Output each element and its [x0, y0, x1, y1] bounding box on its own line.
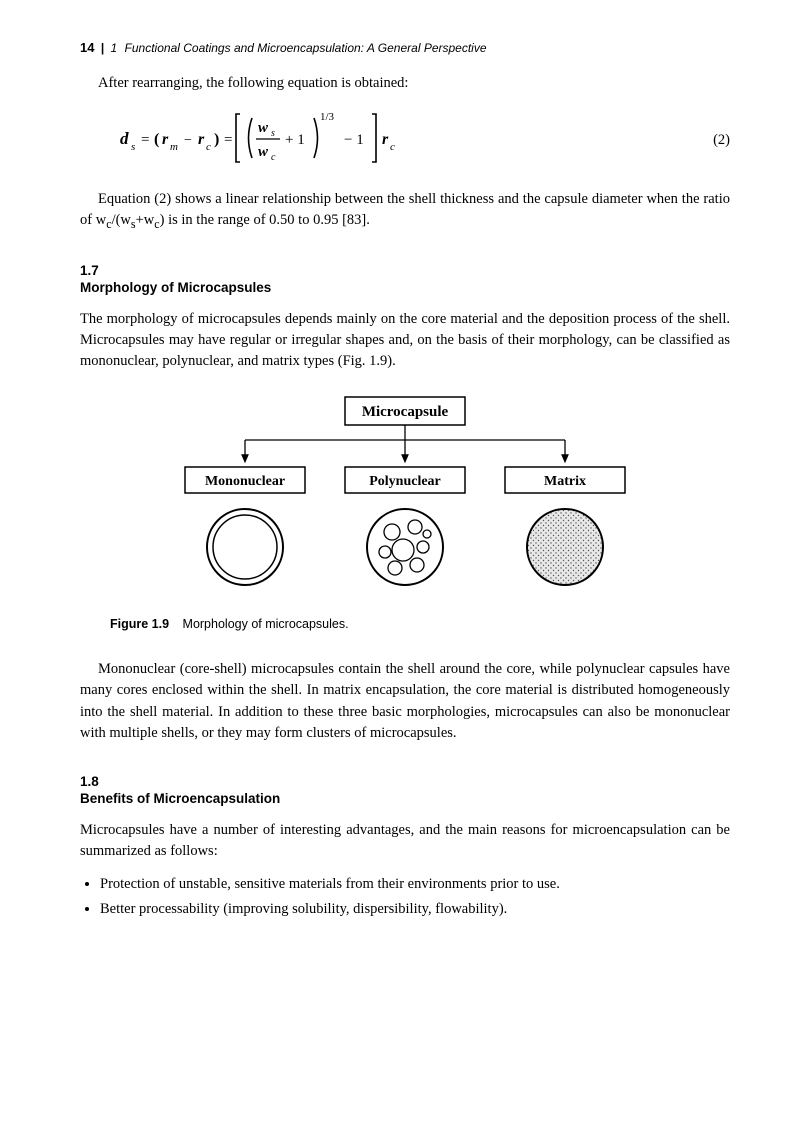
section-1-7-paragraph: The morphology of microcapsules depends …	[80, 309, 730, 372]
list-item: Protection of unstable, sensitive materi…	[100, 874, 730, 896]
eq-r2: r	[198, 131, 205, 148]
eq-r1-sub: m	[170, 141, 178, 153]
equation-number: (2)	[713, 132, 730, 149]
section-1-8-paragraph: Microcapsules have a number of interesti…	[80, 820, 730, 862]
paren-right	[314, 118, 318, 158]
eq-rhs-r: r	[382, 131, 389, 148]
section-number: 1.8	[80, 774, 730, 789]
eq-open: (	[154, 131, 159, 148]
poly-core	[417, 541, 429, 553]
poly-core	[388, 561, 402, 575]
eq-d-sub: s	[131, 141, 135, 153]
eq-minus: −	[184, 133, 192, 148]
chapter-title: Functional Coatings and Microencapsulati…	[125, 41, 487, 55]
eq-frac-bot: w	[258, 144, 269, 160]
label-3: Matrix	[544, 474, 586, 489]
chapter-ref: 1	[111, 41, 118, 55]
poly-core	[379, 546, 391, 558]
eq-frac-top-sub: s	[271, 128, 275, 139]
running-header: 14 | 1 Functional Coatings and Microenca…	[80, 40, 730, 55]
eq-rhs-r-sub: c	[390, 141, 395, 153]
bracket-left	[236, 114, 240, 162]
poly-outer	[367, 509, 443, 585]
eq-explain-paragraph: Equation (2) shows a linear relationship…	[80, 189, 730, 233]
header-divider: |	[101, 41, 104, 55]
figure-label: Figure 1.9	[110, 617, 169, 631]
figure-caption: Figure 1.9 Morphology of microcapsules.	[80, 617, 730, 631]
eq-frac-top: w	[258, 120, 269, 136]
poly-core	[410, 558, 424, 572]
section-1-8-header: 1.8 Benefits of Microencapsulation	[80, 774, 730, 806]
eq-close: )	[214, 131, 219, 148]
eq-minus1: − 1	[344, 132, 364, 148]
page: 14 | 1 Functional Coatings and Microenca…	[0, 0, 800, 1130]
equation-row: d s = ( r m − r c ) = w s	[80, 106, 730, 175]
eq-exp: 1/3	[320, 111, 335, 123]
eq-eq1: =	[141, 132, 149, 148]
page-number: 14	[80, 40, 94, 55]
section-1-7-header: 1.7 Morphology of Microcapsules	[80, 263, 730, 295]
eq-r2-sub: c	[206, 141, 211, 153]
equation: d s = ( r m − r c ) = w s	[80, 106, 430, 175]
label-2: Polynuclear	[369, 474, 441, 489]
poly-core	[423, 530, 431, 538]
poly-core	[408, 520, 422, 534]
matrix-circle	[527, 509, 603, 585]
mono-inner	[213, 515, 277, 579]
eq-plus1: + 1	[285, 132, 305, 148]
figure-1-9: Microcapsule Mononuclear Polynuclear Mat…	[80, 392, 730, 607]
section-title: Benefits of Microencapsulation	[80, 791, 730, 806]
eq-eq2: =	[224, 132, 232, 148]
list-item: Better processability (improving solubil…	[100, 899, 730, 921]
section-number: 1.7	[80, 263, 730, 278]
root-label: Microcapsule	[362, 404, 449, 420]
paren-left	[249, 118, 253, 158]
section-title: Morphology of Microcapsules	[80, 280, 730, 295]
eq-d: d	[120, 129, 129, 148]
benefits-list: Protection of unstable, sensitive materi…	[80, 874, 730, 922]
bracket-right	[372, 114, 376, 162]
intro-paragraph: After rearranging, the following equatio…	[80, 73, 730, 94]
mono-outer	[207, 509, 283, 585]
eq-r1: r	[162, 131, 169, 148]
eq-frac-bot-sub: c	[271, 152, 276, 163]
label-1: Mononuclear	[205, 474, 285, 489]
poly-core	[384, 524, 400, 540]
poly-core	[392, 539, 414, 561]
morphology-paragraph: Mononuclear (core-shell) microcapsules c…	[80, 659, 730, 743]
figure-caption-text: Morphology of microcapsules.	[183, 617, 349, 631]
